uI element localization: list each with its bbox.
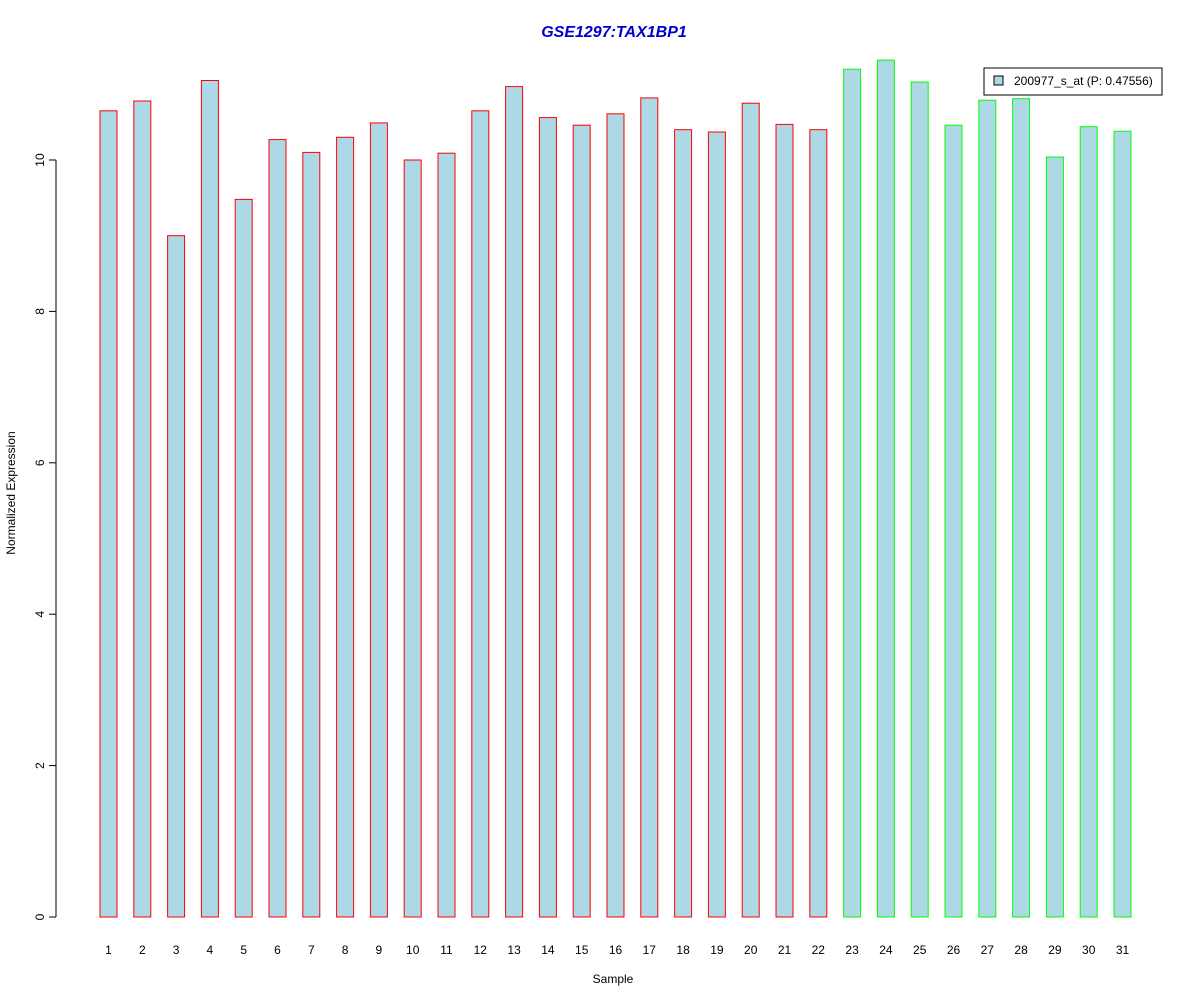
x-tick-label: 2 [139,943,146,957]
x-tick-label: 25 [913,943,927,957]
x-axis-tick-labels: 1 2 3 4 5 6 7 8 9 10 11 12 13 14 15 16 17 18 19 20 21 22 23 24 2… [105,943,1129,957]
bar [707,131,726,918]
y-tick-label: 2 [33,762,47,769]
y-tick-label: 10 [33,153,47,167]
x-tick-label: 30 [1082,943,1096,957]
x-tick-label: 10 [406,943,420,957]
x-tick-label: 14 [541,943,555,957]
bar [876,59,895,918]
bar [843,68,862,918]
x-tick-label: 22 [812,943,826,957]
y-tick-label: 8 [33,308,47,315]
x-tick-label: 28 [1014,943,1028,957]
bar [572,124,591,918]
x-tick-label: 27 [981,943,995,957]
bar [437,152,456,918]
bar [471,110,490,918]
bar [369,122,388,918]
y-axis-ticks: 0 2 4 6 8 10 [33,153,56,920]
x-tick-label: 11 [440,943,453,957]
bar [505,86,524,918]
bar [99,110,118,918]
x-tick-label: 12 [474,943,488,957]
bar [640,97,659,918]
x-tick-label: 20 [744,943,758,957]
x-tick-label: 26 [947,943,961,957]
bar [606,113,625,918]
x-tick-label: 29 [1048,943,1062,957]
x-tick-label: 18 [676,943,690,957]
bar [268,139,287,918]
bar [775,123,794,918]
x-tick-label: 19 [710,943,724,957]
bar [1012,98,1031,918]
bar [538,117,557,918]
x-tick-label: 13 [507,943,521,957]
bar [674,129,693,918]
bar [200,80,219,918]
bar [302,151,321,918]
bar [741,102,760,918]
x-tick-label: 17 [643,943,657,957]
bar [1045,156,1064,918]
bar [978,99,997,918]
y-tick-label: 0 [33,913,47,920]
legend-swatch [993,75,1004,86]
bar [403,159,422,918]
y-axis-label: Normalized Expression [4,431,18,554]
x-tick-label: 24 [879,943,893,957]
x-tick-label: 5 [240,943,247,957]
x-tick-label: 4 [207,943,214,957]
x-tick-label: 1 [105,943,112,957]
bar [336,136,355,918]
bar [944,124,963,918]
x-tick-label: 15 [575,943,589,957]
bar-series [99,59,1132,918]
legend-label: 200977_s_at (P: 0.47556) [1014,74,1153,88]
x-tick-label: 21 [778,943,792,957]
legend-box [983,67,1163,96]
x-tick-label: 23 [845,943,859,957]
bar [167,235,186,918]
bar [234,198,253,918]
y-tick-label: 4 [33,611,47,618]
x-tick-label: 3 [173,943,180,957]
bar [1113,130,1132,918]
bar [1079,126,1098,918]
x-axis-label: Sample [593,972,634,986]
x-tick-label: 31 [1116,943,1130,957]
x-tick-label: 6 [274,943,281,957]
x-tick-label: 16 [609,943,623,957]
y-tick-label: 6 [33,459,47,466]
legend: 200977_s_at (P: 0.47556) [983,67,1163,96]
bar [133,100,152,918]
bar [910,81,929,918]
chart-title: GSE1297:TAX1BP1 [541,24,687,41]
bar [809,129,828,918]
x-tick-label: 9 [376,943,383,957]
x-tick-label: 7 [308,943,315,957]
x-tick-label: 8 [342,943,349,957]
